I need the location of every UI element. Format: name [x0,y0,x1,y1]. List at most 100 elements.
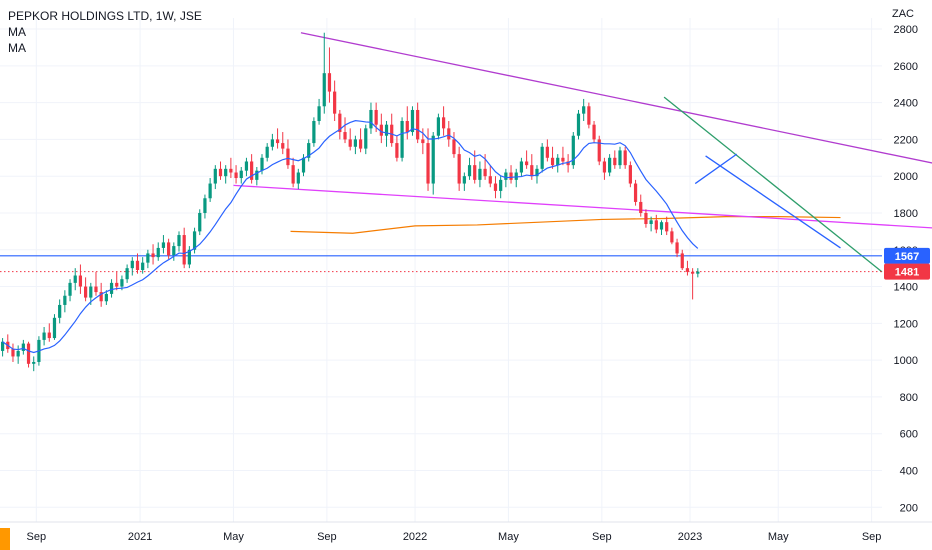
candle-body [120,279,124,287]
candle-body [333,91,337,114]
candle-body [182,235,186,265]
candle-body [177,235,181,247]
candle-body [571,135,575,166]
candle-body [550,157,555,166]
candle-body [192,231,197,250]
candle-body [426,143,430,184]
y-tick-label: 1400 [894,282,918,294]
candle-body [358,139,363,149]
candle-body [99,292,103,302]
candle-body [582,106,586,114]
candle-body [504,172,508,180]
y-tick-label: 2800 [894,24,918,36]
x-tick-label: 2021 [128,531,152,543]
candle-body [161,242,166,248]
price-axis[interactable]: 2004006008001000120014001600180020002200… [894,24,918,514]
candle-body [369,109,373,129]
candle-body [218,168,223,177]
candle-body [83,286,88,298]
y-tick-label: 400 [900,465,918,477]
candle-body [21,343,25,351]
candle-body [633,183,638,202]
candle-body [431,135,435,184]
candle-body [125,268,129,280]
candle-body [239,170,243,179]
lower-support-trendline [233,184,932,229]
candle-body [696,271,700,274]
candle-body [608,157,612,173]
candle-body [597,139,601,162]
candle-body [224,168,228,177]
candle-body [234,172,238,179]
chart-legend: PEPKOR HOLDINGS LTD, 1W, JSE MA MA [8,8,202,56]
chart-grid [0,18,882,522]
candle-body [172,246,176,256]
candle-body [244,161,249,171]
candle-body [613,157,617,166]
candle-body [286,148,290,166]
candle-body [32,361,36,364]
x-tick-label: May [498,531,519,543]
candle-body [400,121,404,158]
candle-body [680,253,684,269]
candle-body [151,253,155,258]
x-tick-label: 2023 [678,531,702,543]
candle-body [11,349,15,357]
candle-body [307,143,311,158]
candle-body [665,222,669,232]
time-axis[interactable]: Sep 2021 May Sep 2022 May Sep 2023 May Sep [0,521,932,543]
candle-body [270,139,274,147]
candle-body [208,183,212,199]
candle-body [89,286,93,298]
fast-moving-average [2,120,699,354]
candle-body [395,143,399,158]
x-tick-label: May [223,531,244,543]
candle-body [58,304,62,318]
candle-body [68,282,72,296]
candle-body [146,253,150,263]
candle-body [436,117,441,136]
candle-body [514,172,518,180]
candle-body [530,165,534,177]
candle-body [524,161,529,166]
candle-body [639,201,643,213]
candle-body [167,242,171,256]
candle-body [410,109,415,133]
candle-body [473,165,477,180]
candle-body [488,176,492,184]
candle-body [384,124,389,136]
y-tick-label: 200 [900,502,918,514]
x-tick-label: Sep [592,531,612,543]
candle-body [623,150,627,166]
candle-body [493,183,498,191]
candle-body [659,222,664,230]
candle-body [519,161,524,173]
candle-body [374,109,378,125]
candle-body [327,73,332,92]
y-tick-label: 2200 [894,134,918,146]
candle-body [250,161,254,180]
y-tick-label: 600 [900,429,918,441]
ma-indicator-1[interactable]: MA [8,25,26,39]
candle-body [42,332,46,340]
candles [0,32,700,372]
candle-body [130,260,134,269]
candle-body [338,113,342,133]
x-tick-label: May [768,531,789,543]
candle-body [343,132,347,140]
support-tag [884,247,930,264]
slow-moving-average [290,216,841,234]
ma-indicator-2[interactable]: MA [8,41,26,55]
candle-body [467,165,472,177]
candle-body [540,146,544,169]
candle-body [265,146,269,158]
timeframe-marker [0,528,10,550]
symbol-title[interactable]: PEPKOR HOLDINGS LTD, 1W, JSE [8,9,202,23]
fast-ma-line [2,120,699,354]
x-tick-label: 2022 [403,531,427,543]
candle-body [353,139,358,147]
candle-body [602,161,607,173]
candle-body [364,128,368,149]
candle-body [691,271,695,274]
